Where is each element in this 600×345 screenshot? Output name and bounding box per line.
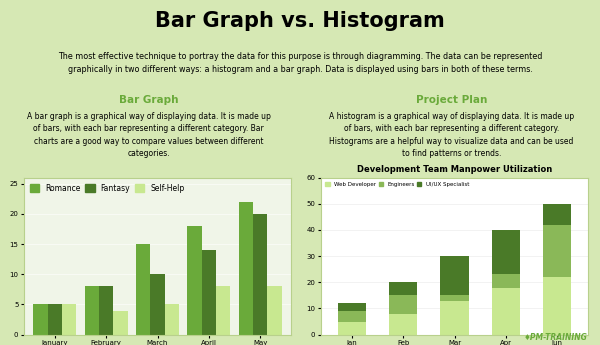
Bar xyxy=(440,295,469,300)
Bar xyxy=(389,295,417,314)
Bar xyxy=(33,304,47,335)
Bar xyxy=(543,277,571,335)
Text: ♦PM-TRAINING: ♦PM-TRAINING xyxy=(524,333,588,342)
Bar xyxy=(136,244,151,335)
Bar xyxy=(187,226,202,335)
Text: Project Plan: Project Plan xyxy=(416,95,487,105)
Bar xyxy=(492,275,520,288)
Bar xyxy=(543,225,571,277)
Legend: Romance, Fantasy, Self-Help: Romance, Fantasy, Self-Help xyxy=(28,181,187,195)
Bar xyxy=(99,286,113,335)
Bar xyxy=(338,322,366,335)
Title: Development Team Manpower Utilization: Development Team Manpower Utilization xyxy=(357,165,552,174)
Bar xyxy=(338,311,366,322)
Bar xyxy=(164,304,179,335)
Bar xyxy=(216,286,230,335)
Text: The most effective technique to portray the data for this purpose is through dia: The most effective technique to portray … xyxy=(58,52,542,74)
Bar xyxy=(492,288,520,335)
Legend: Web Developer, Engineers, UI/UX Specialist: Web Developer, Engineers, UI/UX Speciali… xyxy=(324,180,471,189)
Bar xyxy=(113,310,128,335)
Bar xyxy=(85,286,99,335)
Bar xyxy=(543,204,571,225)
Bar xyxy=(253,214,268,335)
Text: Bar Graph vs. Histogram: Bar Graph vs. Histogram xyxy=(155,11,445,31)
Bar xyxy=(389,314,417,335)
Text: A bar graph is a graphical way of displaying data. It is made up
of bars, with e: A bar graph is a graphical way of displa… xyxy=(26,112,271,158)
Bar xyxy=(47,304,62,335)
Bar xyxy=(440,300,469,335)
Bar xyxy=(202,250,216,335)
Bar xyxy=(389,282,417,295)
Bar xyxy=(268,286,282,335)
Bar xyxy=(338,303,366,311)
Bar xyxy=(151,274,164,335)
Text: A histogram is a graphical way of displaying data. It is made up
of bars, with e: A histogram is a graphical way of displa… xyxy=(329,112,574,158)
Bar xyxy=(62,304,76,335)
Bar xyxy=(239,202,253,335)
Bar xyxy=(440,256,469,295)
Text: Bar Graph: Bar Graph xyxy=(119,95,178,105)
Bar xyxy=(492,230,520,275)
